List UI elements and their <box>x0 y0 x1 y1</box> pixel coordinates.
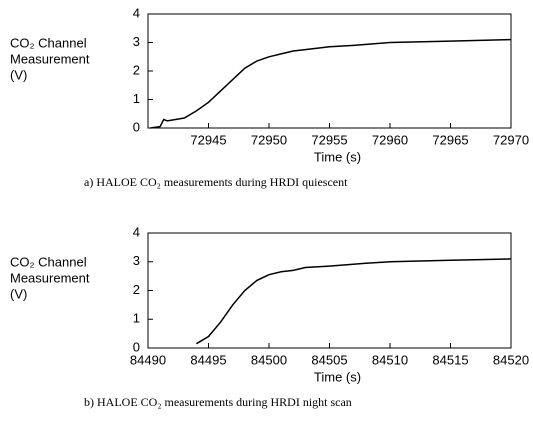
caption: b) HALOE CO₂ measurements during HRDI ni… <box>84 395 352 409</box>
x-tick-label: 84510 <box>372 352 408 367</box>
x-tick-label: 84515 <box>432 352 468 367</box>
y-tick-label: 4 <box>133 224 140 239</box>
y-tick-label: 0 <box>133 339 140 354</box>
y-axis-label: CO₂ Channel <box>10 254 87 269</box>
plot-frame <box>147 13 512 129</box>
x-axis-label: Time (s) <box>314 369 361 384</box>
x-tick-label: 72965 <box>432 132 468 147</box>
y-tick-label: 1 <box>133 91 140 106</box>
y-axis-label: Measurement <box>10 51 90 66</box>
y-tick-label: 1 <box>133 311 140 326</box>
data-line <box>150 38 512 129</box>
x-tick-label: 84505 <box>311 352 347 367</box>
data-line <box>196 258 512 345</box>
x-tick-label: 84500 <box>251 352 287 367</box>
y-tick-label: 0 <box>133 119 140 134</box>
caption: a) HALOE CO₂ measurements during HRDI qu… <box>84 175 348 189</box>
y-axis-label: CO₂ Channel <box>10 35 87 50</box>
x-tick-label: 84495 <box>190 352 226 367</box>
x-axis-label: Time (s) <box>314 149 361 164</box>
y-tick-label: 3 <box>133 253 140 268</box>
y-tick-label: 2 <box>133 282 140 297</box>
x-tick-label: 72955 <box>311 132 347 147</box>
y-axis-label: (V) <box>10 67 27 82</box>
x-tick-label: 84520 <box>493 352 529 367</box>
y-tick-label: 3 <box>133 34 140 49</box>
x-tick-label: 72945 <box>190 132 226 147</box>
y-tick-label: 4 <box>133 5 140 20</box>
y-axis-label: (V) <box>10 286 27 301</box>
y-axis-label: Measurement <box>10 270 90 285</box>
y-tick-label: 2 <box>133 62 140 77</box>
x-tick-label: 72970 <box>493 132 529 147</box>
x-tick-label: 72950 <box>251 132 287 147</box>
plot-frame <box>147 232 512 349</box>
x-tick-label: 84490 <box>130 352 166 367</box>
x-tick-label: 72960 <box>372 132 408 147</box>
